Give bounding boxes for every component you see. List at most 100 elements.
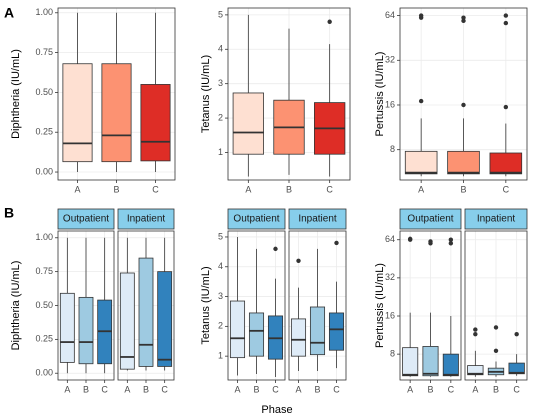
y-tick-label: 3: [218, 291, 223, 301]
outlier: [473, 331, 478, 337]
x-tick-label: A: [234, 384, 240, 394]
x-tick-label: C: [152, 184, 159, 194]
y-axis-title: Diphtheria (IU/mL): [10, 49, 22, 139]
panel-border: [117, 230, 175, 381]
x-tick-label: B: [314, 384, 320, 394]
x-axis-title: Phase: [261, 404, 292, 416]
x-tick-label: A: [418, 184, 424, 194]
y-tick-label: 0.25: [35, 334, 53, 344]
facet-label: Inpatient: [477, 214, 516, 225]
panel-border: [464, 230, 528, 381]
y-axis-title: Pertussis (IU/mL): [374, 52, 386, 137]
box: [404, 150, 438, 175]
box: [508, 362, 525, 375]
x-tick-label: C: [161, 384, 168, 394]
x-tick-label: A: [64, 384, 70, 394]
x-tick-label: C: [326, 184, 333, 194]
facet-label: Outpatient: [63, 214, 109, 225]
outlier: [448, 241, 454, 246]
y-tick-label: 1: [218, 351, 223, 361]
y-tick-label: 32: [385, 55, 395, 65]
x-tick-label: C: [513, 384, 520, 394]
y-tick-label: 0.75: [35, 47, 53, 57]
outlier: [503, 104, 509, 110]
y-tick-label: 0.25: [35, 127, 53, 137]
box: [290, 318, 307, 357]
y-tick-label: 0.00: [35, 368, 53, 378]
x-tick-label: A: [74, 184, 80, 194]
box: [447, 150, 480, 175]
y-tick-label: 8: [390, 144, 395, 154]
y-tick-label: 3: [218, 78, 223, 88]
x-tick-label: B: [460, 184, 466, 194]
box: [78, 296, 94, 365]
y-tick-label: 4: [218, 261, 223, 271]
facet-strip: [288, 208, 347, 230]
box: [119, 272, 135, 370]
box: [59, 292, 75, 363]
outlier: [334, 240, 339, 246]
box: [62, 63, 93, 163]
x-tick-label: C: [503, 184, 510, 194]
box: [442, 353, 459, 377]
y-tick-label: 16: [385, 99, 395, 109]
x-tick-label: B: [286, 184, 292, 194]
outlier: [418, 13, 424, 18]
box: [248, 312, 265, 357]
facet-label: Inpatient: [127, 214, 166, 225]
x-tick-label: B: [83, 384, 89, 394]
box: [422, 346, 439, 377]
outlier: [296, 258, 301, 263]
facet-label: Outpatient: [233, 214, 279, 225]
x-tick-label: B: [427, 384, 433, 394]
facet-strip: [464, 208, 528, 230]
box: [157, 271, 173, 367]
x-tick-label: B: [493, 384, 499, 394]
outlier: [461, 102, 466, 108]
y-tick-label: 64: [385, 10, 395, 20]
y-tick-label: 0.75: [35, 266, 53, 276]
y-tick-label: 1: [218, 147, 223, 157]
panel-border: [227, 7, 351, 181]
facet-label: Outpatient: [407, 214, 453, 225]
box: [229, 300, 246, 359]
facet-strip: [399, 208, 462, 230]
y-axis-title: Diphtheria (IU/mL): [10, 261, 22, 351]
y-tick-label: 8: [390, 349, 395, 359]
facet-strip: [57, 208, 115, 230]
facet-strip: [227, 208, 286, 230]
x-tick-label: C: [333, 384, 340, 394]
y-tick-label: 5: [218, 9, 223, 19]
y-tick-label: 4: [218, 44, 223, 54]
box: [402, 347, 419, 377]
panel-label: B: [4, 205, 14, 221]
outlier: [503, 13, 509, 18]
panel-label: A: [4, 5, 14, 21]
y-axis-title: Tetanus (IU/mL): [200, 266, 212, 344]
box: [232, 92, 264, 155]
box: [138, 257, 154, 367]
panel-border: [57, 7, 176, 181]
y-tick-label: 0.00: [35, 166, 53, 176]
y-tick-label: 64: [385, 234, 395, 244]
y-tick-label: 0.50: [35, 87, 53, 97]
x-tick-label: B: [143, 384, 149, 394]
facet-strip: [117, 208, 175, 230]
x-tick-label: A: [407, 384, 413, 394]
y-tick-label: 32: [385, 272, 395, 282]
x-tick-label: A: [472, 384, 478, 394]
outlier: [327, 19, 332, 24]
outlier: [493, 325, 499, 330]
y-tick-label: 16: [385, 310, 395, 320]
y-axis-title: Pertussis (IU/mL): [374, 263, 386, 348]
outlier: [407, 236, 413, 242]
x-tick-label: A: [245, 184, 251, 194]
x-tick-label: B: [113, 184, 119, 194]
outlier: [503, 20, 509, 26]
y-tick-label: 1.00: [35, 232, 53, 242]
box: [101, 63, 132, 163]
facet-label: Inpatient: [298, 214, 337, 225]
x-tick-label: C: [272, 384, 279, 394]
y-tick-label: 5: [218, 231, 223, 241]
